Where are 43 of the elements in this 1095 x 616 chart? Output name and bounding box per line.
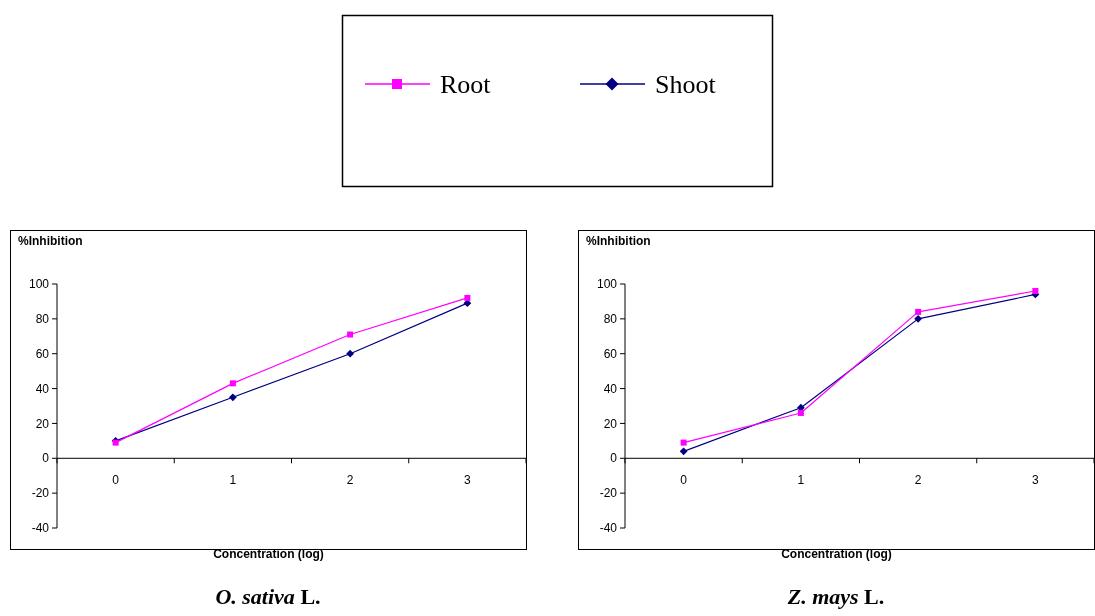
x-tick-label: 2 [914,473,922,488]
x-axis-title: Concentration (log) [213,547,324,561]
x-tick-label: 3 [464,473,472,488]
x-tick-label: 0 [680,473,688,488]
point [347,331,354,338]
point [1032,287,1039,294]
point [679,447,688,456]
y-tick-label: 80 [603,312,618,327]
text: Z. mays L. [786,584,885,609]
point [680,439,687,446]
y-tick-label: 60 [603,346,618,361]
y-tick-label: 0 [610,451,618,466]
x-tick-label: 2 [346,473,354,488]
legend-label: Root [440,70,492,100]
y-tick-label: -40 [599,521,618,536]
x-tick-label: 0 [112,473,120,488]
y-tick-label: 60 [35,346,50,361]
x-tick-label: 1 [229,473,237,488]
y-tick-label: 80 [35,312,50,327]
point [228,393,237,402]
y-axis-title: %Inhibition [18,234,83,248]
y-axis-title: %Inhibition [586,234,651,248]
text: O. sativa L. [215,584,321,609]
y-tick-label: 20 [603,416,618,431]
point [915,308,922,315]
y-tick-label: -40 [31,521,50,536]
point [797,409,804,416]
y-tick-label: 40 [603,381,618,396]
point [346,349,355,358]
point [914,314,923,323]
y-tick-label: 100 [28,277,50,292]
x-tick-label: 3 [1032,473,1040,488]
x-axis-title: Concentration (log) [781,547,892,561]
legend-label: Shoot [655,70,717,100]
y-tick-label: 20 [35,416,50,431]
y-tick-label: 0 [42,451,50,466]
y-tick-label: 100 [596,277,618,292]
y-tick-label: 40 [35,381,50,396]
point [464,294,471,301]
x-tick-label: 1 [797,473,805,488]
point [229,380,236,387]
y-tick-label: -20 [599,486,618,501]
y-tick-label: -20 [31,486,50,501]
